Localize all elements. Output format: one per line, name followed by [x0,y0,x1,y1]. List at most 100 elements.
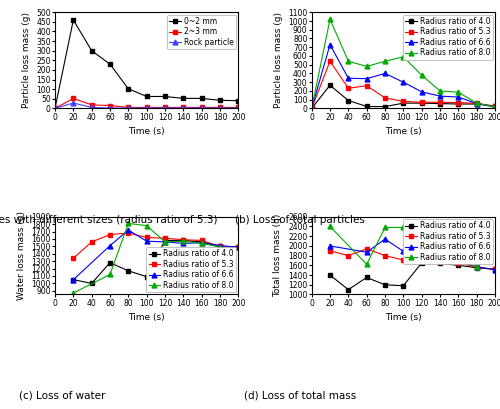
0~2 mm [126,86,132,91]
Radius ratio of 8.0 [180,239,186,244]
Radius ratio of 4.0 [492,103,498,108]
Legend: Radius ratio of 4.0, Radius ratio of 5.3, Radius ratio of 6.6, Radius ratio of 8: Radius ratio of 4.0, Radius ratio of 5.3… [403,15,492,60]
X-axis label: Time (s): Time (s) [128,313,165,322]
Y-axis label: Total loss mass (g): Total loss mass (g) [274,214,282,297]
Line: Radius ratio of 4.0: Radius ratio of 4.0 [328,261,498,292]
Text: (b) Loss of total particles: (b) Loss of total particles [235,215,365,225]
Radius ratio of 5.3 [88,240,94,245]
Radius ratio of 8.0 [456,90,462,94]
Radius ratio of 6.6 [327,243,333,248]
Radius ratio of 4.0 [346,98,352,103]
Radius ratio of 5.3 [180,237,186,242]
2~3 mm [217,105,223,110]
Radius ratio of 4.0 [418,261,424,265]
Radius ratio of 8.0 [382,225,388,230]
Radius ratio of 6.6 [418,255,424,260]
Radius ratio of 4.0 [88,281,94,286]
Radius ratio of 6.6 [346,76,352,81]
Rock particle [70,101,76,106]
Radius ratio of 6.6 [198,240,204,245]
Text: (a) Loss of particles with different sizes (radius ratio of 5.3): (a) Loss of particles with different siz… [0,215,217,225]
Line: Radius ratio of 6.6: Radius ratio of 6.6 [309,42,498,111]
Radius ratio of 8.0 [400,225,406,230]
Line: Radius ratio of 8.0: Radius ratio of 8.0 [328,224,479,270]
Radius ratio of 8.0 [382,59,388,64]
Radius ratio of 4.0 [327,273,333,278]
Radius ratio of 6.6 [162,240,168,245]
Radius ratio of 4.0 [456,101,462,106]
Radius ratio of 8.0 [400,54,406,59]
Radius ratio of 5.3 [126,231,132,236]
Radius ratio of 8.0 [346,59,352,64]
Radius ratio of 6.6 [308,106,314,111]
Rock particle [107,106,113,110]
Radius ratio of 5.3 [198,238,204,243]
Radius ratio of 6.6 [400,80,406,85]
Radius ratio of 4.0 [437,101,443,106]
Radius ratio of 4.0 [327,83,333,88]
Radius ratio of 6.6 [456,259,462,264]
Radius ratio of 5.3 [418,100,424,105]
Radius ratio of 6.6 [217,243,223,248]
Radius ratio of 8.0 [364,64,370,69]
Radius ratio of 4.0 [492,267,498,272]
Rock particle [162,106,168,110]
Radius ratio of 8.0 [144,223,150,228]
Radius ratio of 8.0 [107,272,113,277]
Radius ratio of 6.6 [107,243,113,248]
Radius ratio of 5.3 [144,235,150,240]
Radius ratio of 5.3 [437,100,443,105]
Radius ratio of 6.6 [327,42,333,47]
0~2 mm [217,98,223,103]
2~3 mm [162,105,168,110]
Legend: Radius ratio of 4.0, Radius ratio of 5.3, Radius ratio of 6.6, Radius ratio of 8: Radius ratio of 4.0, Radius ratio of 5.3… [146,247,236,292]
Radius ratio of 4.0 [418,101,424,106]
2~3 mm [198,105,204,110]
Radius ratio of 4.0 [217,244,223,249]
Rock particle [217,106,223,110]
Radius ratio of 8.0 [437,254,443,259]
Radius ratio of 6.6 [70,277,76,282]
Radius ratio of 6.6 [437,94,443,99]
Y-axis label: Particle loss mass (g): Particle loss mass (g) [22,12,30,108]
Radius ratio of 6.6 [474,264,480,269]
Radius ratio of 5.3 [327,59,333,64]
Radius ratio of 8.0 [492,104,498,109]
Radius ratio of 8.0 [474,101,480,106]
Radius ratio of 5.3 [364,83,370,88]
Rock particle [144,106,150,110]
Radius ratio of 4.0 [382,282,388,287]
0~2 mm [180,96,186,101]
Radius ratio of 4.0 [364,275,370,280]
Radius ratio of 5.3 [346,253,352,258]
Text: (d) Loss of total mass: (d) Loss of total mass [244,391,356,400]
2~3 mm [70,96,76,101]
Radius ratio of 5.3 [70,256,76,261]
Text: (c) Loss of water: (c) Loss of water [20,391,106,400]
Line: Radius ratio of 8.0: Radius ratio of 8.0 [309,17,498,111]
Legend: 0~2 mm, 2~3 mm, Rock particle: 0~2 mm, 2~3 mm, Rock particle [167,15,236,49]
0~2 mm [107,62,113,67]
Radius ratio of 4.0 [144,274,150,279]
0~2 mm [162,94,168,99]
Radius ratio of 6.6 [126,228,132,233]
Radius ratio of 4.0 [180,238,186,243]
Radius ratio of 4.0 [107,260,113,265]
Radius ratio of 8.0 [418,73,424,78]
Radius ratio of 8.0 [217,245,223,249]
Rock particle [88,105,94,110]
Radius ratio of 8.0 [198,241,204,246]
0~2 mm [144,94,150,99]
0~2 mm [52,106,58,111]
Radius ratio of 8.0 [364,262,370,267]
Radius ratio of 5.3 [400,99,406,104]
X-axis label: Time (s): Time (s) [385,313,422,322]
Radius ratio of 6.6 [474,101,480,106]
Radius ratio of 4.0 [70,277,76,282]
Line: Radius ratio of 4.0: Radius ratio of 4.0 [71,238,241,286]
Radius ratio of 6.6 [400,249,406,254]
Radius ratio of 8.0 [327,17,333,22]
Radius ratio of 8.0 [70,290,76,295]
Radius ratio of 6.6 [382,237,388,242]
Radius ratio of 4.0 [400,101,406,106]
